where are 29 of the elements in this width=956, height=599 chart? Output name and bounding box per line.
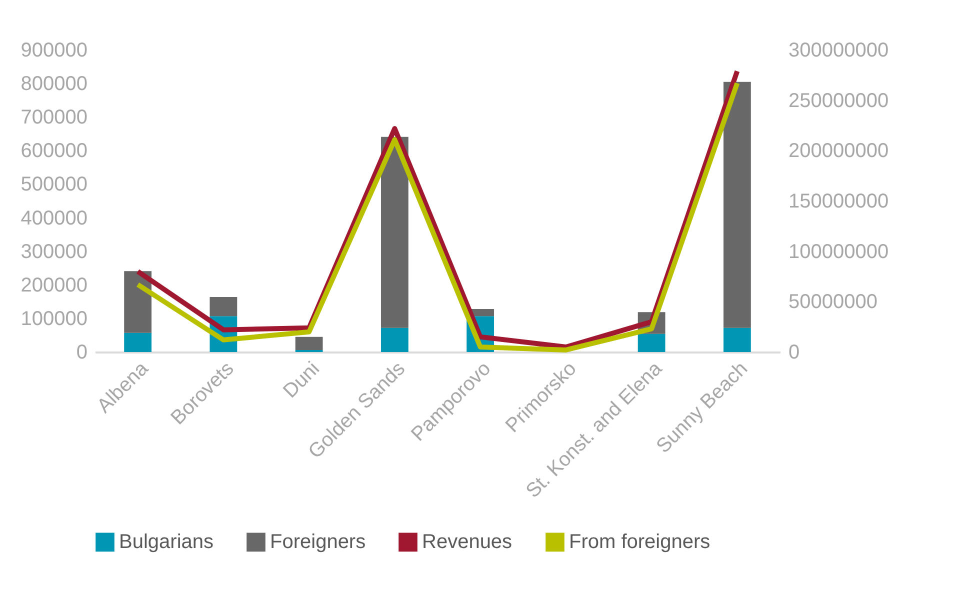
y2-tick-label: 250000000 xyxy=(788,90,889,112)
legend-label: Foreigners xyxy=(270,531,366,554)
bar xyxy=(295,336,323,350)
y-tick-label: 100000 xyxy=(20,308,88,330)
y-tick-label: 600000 xyxy=(20,140,88,162)
y-tick-label: 900000 xyxy=(20,40,88,62)
bar xyxy=(723,82,751,328)
y-tick-label: 800000 xyxy=(20,73,88,96)
y2-tick-label: 200000000 xyxy=(788,140,889,162)
bar xyxy=(124,332,152,352)
legend-label: From foreigners xyxy=(569,531,710,554)
y-tick-label: 200000 xyxy=(20,274,88,296)
y2-tick-label: 0 xyxy=(788,342,800,364)
y2-tick-label: 150000000 xyxy=(788,190,889,212)
y-tick-label: 400000 xyxy=(20,207,88,230)
bar xyxy=(638,334,666,352)
bar xyxy=(124,271,152,333)
y-tick-label: 500000 xyxy=(20,174,88,196)
legend-label: Bulgarians xyxy=(119,531,214,554)
y2-tick-label: 100000000 xyxy=(788,240,889,263)
bar xyxy=(723,328,751,352)
y-tick-label: 700000 xyxy=(20,106,88,129)
y-tick-label: 300000 xyxy=(20,240,88,263)
y2-tick-label: 300000000 xyxy=(788,40,889,62)
legend-label: Revenues xyxy=(422,531,512,554)
bar xyxy=(210,296,238,316)
y-tick-label: 0 xyxy=(76,342,88,364)
y2-tick-label: 50000000 xyxy=(788,291,878,314)
bar xyxy=(380,328,408,352)
